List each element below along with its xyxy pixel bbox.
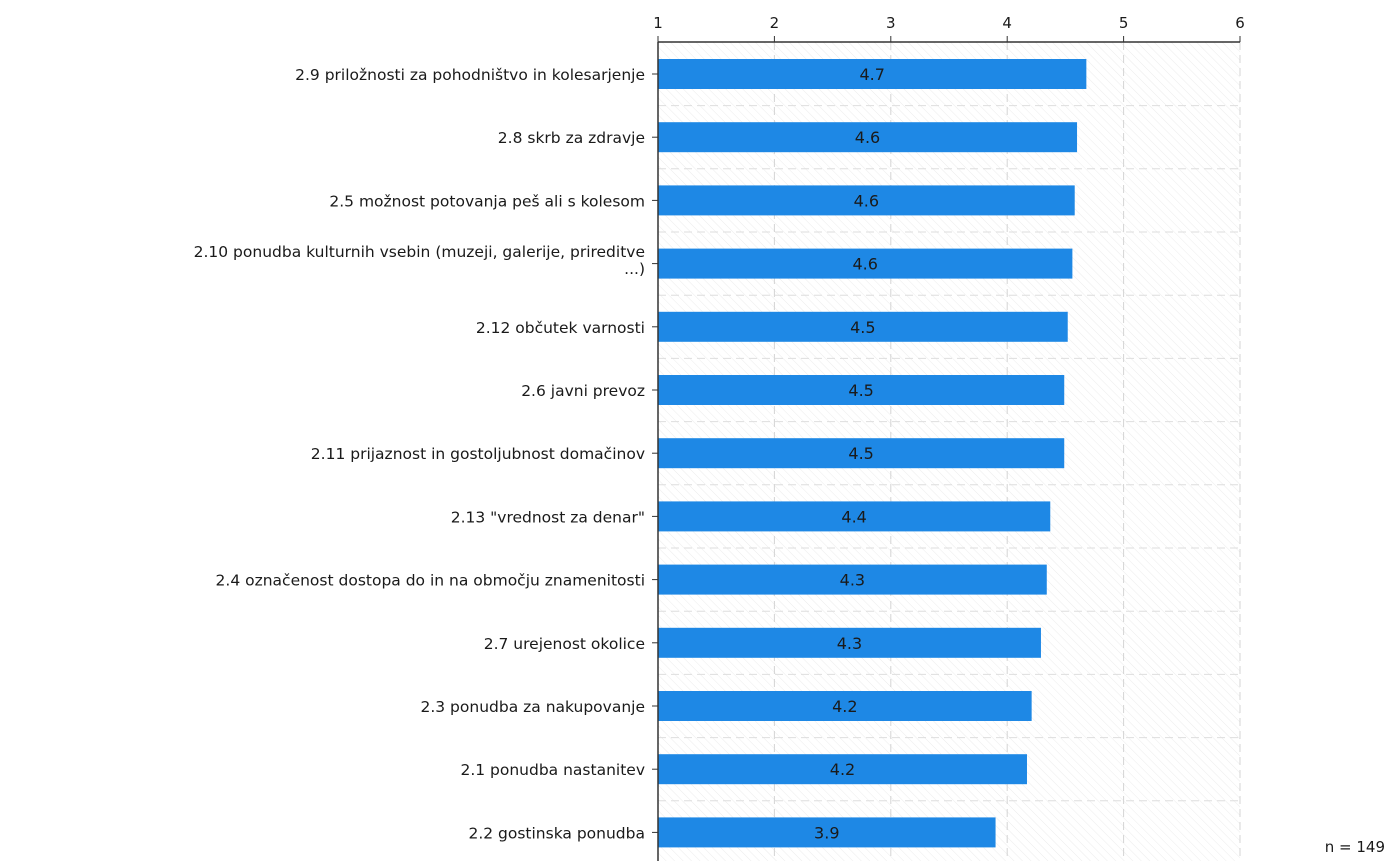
bar [658,185,1075,216]
bar [658,627,1041,658]
category-labels: 2.9 priložnosti za pohodništvo in kolesa… [194,66,645,842]
category-label: 2.11 prijaznost in gostoljubnost domačin… [311,445,645,463]
category-label: 2.10 ponudba kulturnih vsebin (muzeji, g… [194,243,645,261]
bar-value-label: 4.5 [848,444,873,463]
bar [658,754,1027,785]
category-label: 2.6 javni prevoz [521,382,645,400]
x-tick-label: 6 [1235,14,1245,32]
bar-value-label: 4.6 [855,128,880,147]
category-label: 2.1 ponudba nastanitev [460,761,645,779]
sample-size-label: n = 149 [1325,838,1385,856]
x-tick-label: 4 [1002,14,1012,32]
category-label: 2.7 urejenost okolice [484,635,645,653]
bar-value-label: 4.5 [850,318,875,337]
bar [658,564,1047,595]
bar-value-label: 4.3 [837,634,862,653]
bar [658,59,1087,89]
bar [658,501,1051,532]
x-axis-ticks: 1 2 3 4 5 6 [652,14,1245,833]
bar-value-label: 4.4 [841,507,866,526]
bar-value-label: 4.2 [830,760,855,779]
bar-value-label: 4.3 [840,571,865,590]
category-label: 2.13 "vrednost za denar" [451,508,645,526]
bar-value-label: 4.6 [852,255,877,274]
category-label: 2.2 gostinska ponudba [468,824,645,842]
bar-value-label: 3.9 [814,823,839,842]
bar [658,248,1073,279]
bar [658,691,1032,721]
category-label: 2.5 možnost potovanja peš ali s kolesom [329,192,645,210]
category-label: 2.9 priložnosti za pohodništvo in kolesa… [295,66,645,84]
x-tick-label: 2 [770,14,780,32]
bar-value-label: 4.6 [854,191,879,210]
x-tick-label: 3 [886,14,896,32]
category-label: 2.4 označenost dostopa do in na območju … [216,572,645,590]
x-tick-label: 5 [1119,14,1129,32]
x-tick-label: 1 [653,14,663,32]
category-label: 2.12 občutek varnosti [476,319,645,337]
bars: 4.7 4.6 4.6 4.6 4.5 4.5 4.5 4.4 4.3 4.3 4.2 4.2 3.9 [658,59,1087,848]
bar-value-label: 4.7 [859,65,884,84]
bar [658,438,1065,469]
category-label: 2.8 skrb za zdravje [498,129,645,147]
bar [658,817,996,848]
bar-value-label: 4.5 [848,381,873,400]
category-label: 2.3 ponudba za nakupovanje [420,698,645,716]
bar-value-label: 4.2 [832,697,857,716]
bar [658,311,1068,342]
bar [658,122,1078,153]
category-label: ...) [624,260,645,278]
bar [658,375,1065,405]
